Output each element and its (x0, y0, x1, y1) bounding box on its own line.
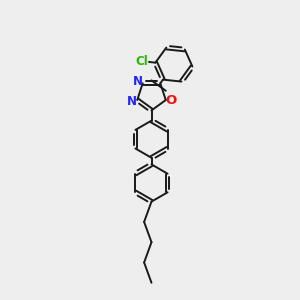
Text: N: N (133, 75, 143, 88)
Text: Cl: Cl (135, 55, 148, 68)
Text: N: N (127, 95, 137, 108)
Text: O: O (166, 94, 177, 106)
